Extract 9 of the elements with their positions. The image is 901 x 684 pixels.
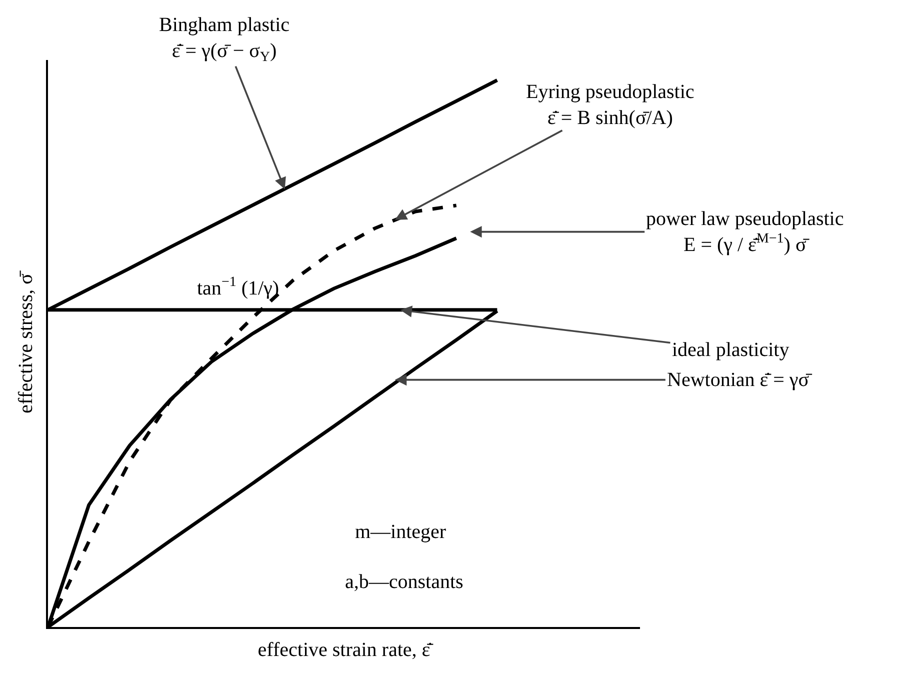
text: ideal plasticity bbox=[672, 339, 790, 361]
text: power law pseudoplastic E = (γ / ε̄̇$^{M−1}$) σ̄ bbox=[646, 208, 844, 256]
text: Bingham plastic ε̄̇ = γ(σ̄ − σ$_{Y}$) bbox=[159, 14, 290, 66]
text: Eyring pseudoplastic ε̄̇ = B sinh(σ̄/A) bbox=[526, 81, 694, 129]
annotation: a,b—constants bbox=[345, 571, 464, 593]
text: Newtonian ε̄̇ = γσ̄ bbox=[667, 369, 814, 391]
y-axis-title: effective stress, σ̄ bbox=[15, 270, 37, 414]
x-axis-title: effective strain rate, ε̄̇ bbox=[258, 639, 434, 661]
annotation: m—integer bbox=[355, 521, 446, 543]
